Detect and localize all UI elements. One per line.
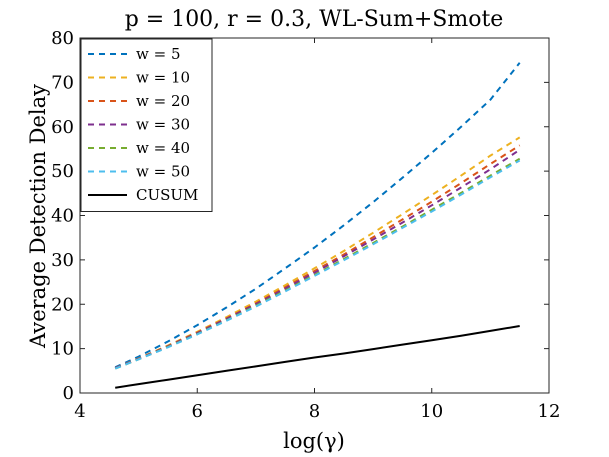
- plot-area: 4 6 8 10 12 0 10 20 30 40 50 60 70 80 w = 5 w = 10 w = 2…: [51, 28, 560, 422]
- y-tick-label: 70: [51, 72, 74, 93]
- x-tick-label: 10: [420, 401, 443, 422]
- legend-label: w = 50: [136, 163, 190, 181]
- y-tick-label: 60: [51, 117, 74, 138]
- y-tick-label: 80: [51, 28, 74, 49]
- y-tick-label: 30: [51, 250, 74, 271]
- series-line-w-50: [114, 159, 521, 370]
- y-tick-label: 0: [63, 383, 74, 404]
- series-line-cusum: [115, 325, 520, 389]
- legend-label: w = 40: [136, 139, 190, 157]
- legend-label: w = 30: [136, 116, 190, 134]
- y-tick-label: 40: [51, 206, 74, 227]
- legend-label: CUSUM: [136, 186, 198, 204]
- y-tick-label: 10: [51, 339, 74, 360]
- x-tick-label: 4: [74, 401, 85, 422]
- series-line-w-5: [114, 62, 521, 369]
- legend-label: w = 5: [136, 45, 181, 63]
- y-axis-label: Average Detection Delay: [26, 84, 50, 349]
- x-tick-label: 8: [309, 401, 320, 422]
- x-tick-label: 6: [192, 401, 203, 422]
- x-tick-label: 12: [538, 401, 561, 422]
- chart-title: p = 100, r = 0.3, WL-Sum+Smote: [125, 7, 504, 32]
- legend-label: w = 20: [136, 92, 190, 110]
- legend-label: w = 10: [136, 69, 190, 87]
- y-tick-label: 20: [51, 294, 74, 315]
- x-axis-label: log(γ): [283, 429, 345, 453]
- y-tick-label: 50: [51, 161, 74, 182]
